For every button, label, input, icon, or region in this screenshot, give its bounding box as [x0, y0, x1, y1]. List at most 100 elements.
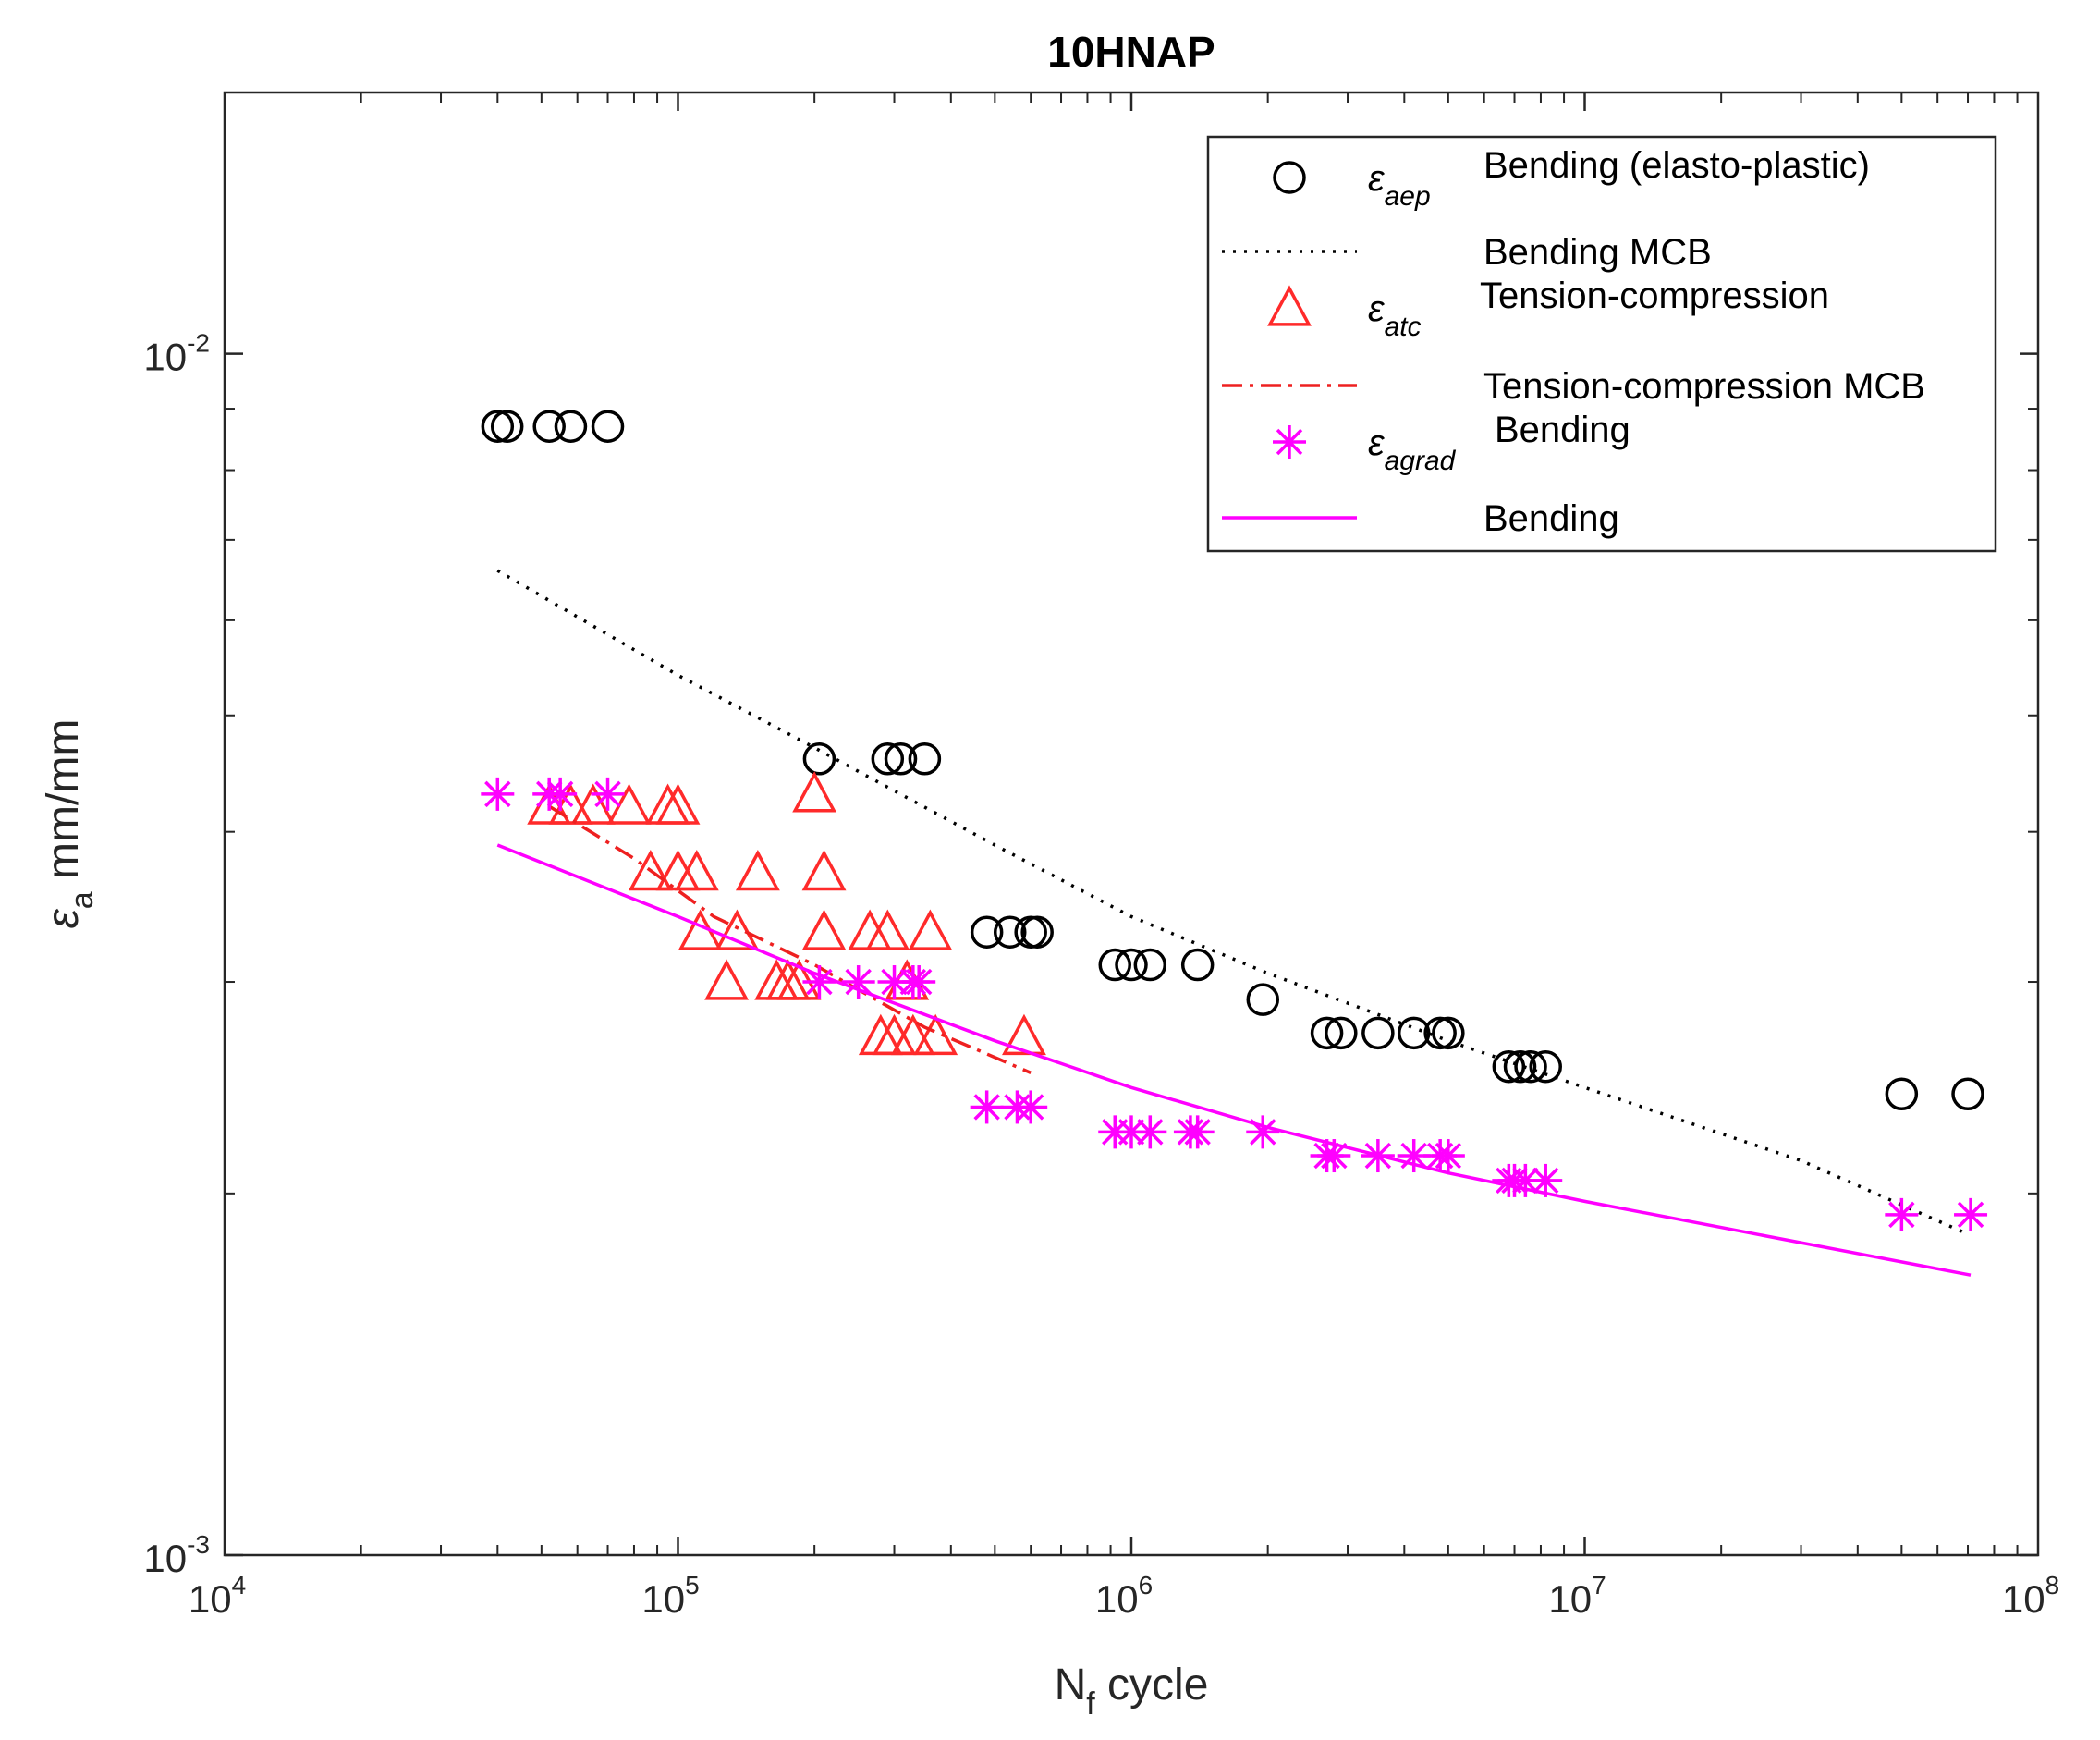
data-point-circle: [884, 742, 918, 776]
legend-label: Bending: [1483, 498, 1619, 539]
data-point-asterisk-stroke: [973, 1094, 1000, 1121]
y-axis-label-sub: a: [65, 891, 100, 909]
data-point-circle: [1098, 948, 1131, 982]
data-point-circle: [1951, 1077, 1984, 1111]
x-tick-base: 10: [1095, 1577, 1139, 1621]
data-point-circle: [970, 915, 1004, 949]
data-point-circle: [554, 410, 588, 443]
data-point-circle: [871, 742, 905, 776]
data-point-triangle: [735, 849, 780, 891]
data-point-asterisk-stroke: [1137, 1119, 1164, 1146]
data-point-triangle: [570, 783, 616, 825]
x-tick-exp: 7: [1592, 1571, 1606, 1599]
legend-entry-2: εatc Tension-compression: [1267, 276, 1829, 342]
data-point-triangle: [655, 783, 701, 825]
data-point-asterisk-stroke: [1017, 1094, 1044, 1121]
data-point-triangle: [801, 909, 847, 950]
legend-symbol: εaep: [1368, 158, 1431, 212]
data-point-circle: [1529, 1049, 1562, 1084]
data-point-circle: [1115, 948, 1148, 982]
x-tick-base: 10: [641, 1577, 685, 1621]
data-point-circle: [1503, 1049, 1537, 1084]
data-point-triangle: [865, 909, 910, 950]
legend-symbol: εagrad: [1368, 423, 1457, 476]
x-tick-exp: 4: [232, 1571, 247, 1599]
data-point-asterisk: [1180, 1115, 1215, 1149]
data-point-asterisk: [591, 777, 625, 811]
data-point-triangle: [704, 959, 750, 1000]
x-axis-label: Nf cycle: [1055, 1660, 1209, 1722]
data-point-asterisk-stroke: [881, 968, 908, 996]
data-point-asterisk-stroke: [1435, 1142, 1462, 1170]
legend-symbol-sub: agrad: [1385, 446, 1457, 476]
data-point-asterisk: [481, 777, 515, 811]
y-axis-label: εa mm/mm: [39, 719, 100, 929]
series-3: [548, 804, 1032, 1075]
chart-title: 10HNAP: [1047, 28, 1215, 76]
data-point-asterisk: [543, 777, 578, 811]
x-tick-exp: 8: [2045, 1571, 2060, 1599]
data-point-asterisk: [1014, 1090, 1048, 1124]
x-axis-label-main: N: [1055, 1660, 1087, 1709]
x-tick-label: 106: [1095, 1571, 1153, 1621]
data-point-asterisk-stroke: [594, 780, 621, 808]
legend-entry-4: εagrad Bending: [1273, 410, 1630, 476]
legend-symbol-sub: atc: [1385, 312, 1422, 342]
data-point-circle: [1180, 948, 1215, 982]
data-point-asterisk-stroke: [1888, 1201, 1915, 1229]
x-tick-label: 107: [1548, 1571, 1606, 1621]
data-point-circle: [1397, 1016, 1431, 1050]
legend-box: [1206, 135, 1997, 553]
data-point-asterisk-stroke: [905, 968, 933, 996]
data-point-asterisk: [1954, 1197, 1988, 1231]
data-point-circle: [1361, 1016, 1395, 1050]
data-point-circle: [993, 915, 1027, 949]
data-point-asterisk-stroke: [1532, 1167, 1559, 1195]
data-point-circle: [1492, 1049, 1526, 1084]
data-point-asterisk: [1246, 1115, 1280, 1149]
data-point-triangle: [890, 1013, 935, 1056]
legend-entry-5: Bending: [1222, 498, 1619, 539]
data-point-asterisk-stroke: [845, 968, 872, 996]
data-point-asterisk: [1115, 1115, 1148, 1149]
data-point-circle: [1246, 983, 1280, 1016]
data-point-triangle: [1002, 1013, 1046, 1056]
legend-label: Tension-compression MCB: [1483, 366, 1925, 407]
data-point-circle: [1310, 1016, 1344, 1050]
data-point-asterisk: [970, 1090, 1004, 1124]
x-axis-label-sub: f: [1086, 1686, 1095, 1722]
legend-entry-0: εaep Bending (elasto-plastic): [1273, 145, 1870, 212]
x-tick-base: 10: [189, 1577, 232, 1621]
data-point-triangle: [674, 849, 719, 891]
data-point-circle: [1885, 1077, 1919, 1111]
data-point-asterisk: [1431, 1139, 1465, 1173]
data-point-triangle: [913, 1013, 958, 1056]
legend-marker-stroke: [1276, 428, 1303, 456]
x-tick-base: 10: [2002, 1577, 2045, 1621]
data-point-asterisk: [841, 965, 875, 999]
data-point-asterisk-stroke: [806, 968, 833, 996]
axes: [223, 91, 2040, 1557]
legend-entry-1: Bending MCB: [1222, 232, 1712, 273]
x-tick-label: 108: [2002, 1571, 2059, 1621]
data-point-circle: [1325, 1016, 1358, 1050]
legend-marker: [1273, 425, 1306, 459]
data-point-asterisk-stroke: [484, 780, 511, 808]
x-tick-exp: 5: [685, 1571, 700, 1599]
legend-label: Bending MCB: [1483, 232, 1712, 273]
series-5: [496, 843, 1972, 1277]
legend-label: Tension-compression: [1480, 276, 1829, 316]
legend-marker: [1273, 161, 1306, 194]
data-point-circle: [1432, 1016, 1465, 1050]
y-axis-label-main: ε: [39, 908, 88, 928]
y-tick-exp: -3: [187, 1530, 210, 1559]
data-point-asterisk: [902, 965, 936, 999]
legend-marker: [1267, 285, 1312, 326]
data-point-triangle: [908, 909, 953, 950]
data-point-asterisk: [1885, 1197, 1919, 1231]
series-line-3: [548, 804, 1032, 1075]
data-point-asterisk-stroke: [1250, 1119, 1276, 1146]
x-tick-exp: 6: [1139, 1571, 1154, 1599]
